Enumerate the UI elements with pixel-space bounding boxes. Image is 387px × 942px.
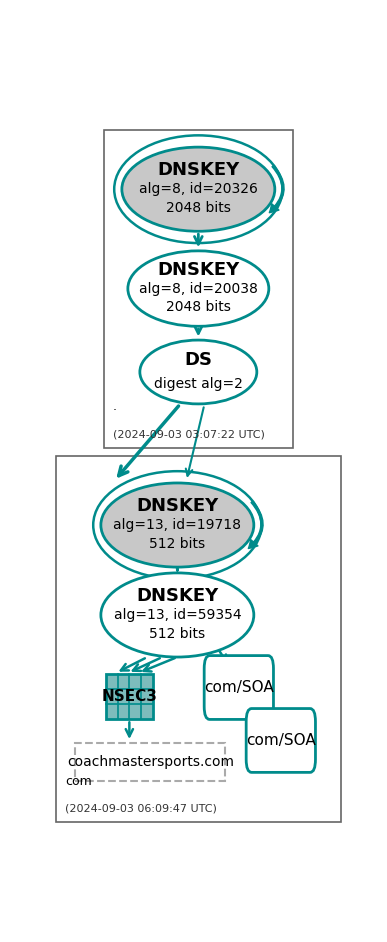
Text: (2024-09-03 03:07:22 UTC): (2024-09-03 03:07:22 UTC) [113,430,265,439]
Text: 512 bits: 512 bits [149,626,205,641]
FancyBboxPatch shape [204,656,274,720]
Ellipse shape [128,251,269,326]
Text: com/SOA: com/SOA [246,733,316,748]
Ellipse shape [122,147,275,232]
FancyBboxPatch shape [104,130,293,448]
Text: DNSKEY: DNSKEY [157,261,240,279]
FancyBboxPatch shape [106,674,152,720]
Ellipse shape [140,340,257,404]
Text: 2048 bits: 2048 bits [166,300,231,315]
FancyBboxPatch shape [56,456,341,822]
Text: 2048 bits: 2048 bits [166,201,231,215]
FancyBboxPatch shape [75,743,225,781]
Text: (2024-09-03 06:09:47 UTC): (2024-09-03 06:09:47 UTC) [65,804,217,814]
Text: DNSKEY: DNSKEY [136,497,219,515]
Text: alg=8, id=20326: alg=8, id=20326 [139,182,258,196]
Text: DNSKEY: DNSKEY [157,161,240,179]
Text: com: com [65,774,92,788]
FancyArrowPatch shape [269,166,284,213]
Text: DNSKEY: DNSKEY [136,587,219,605]
Text: .: . [113,400,117,414]
Text: NSEC3: NSEC3 [101,690,157,705]
Text: alg=8, id=20038: alg=8, id=20038 [139,282,258,296]
Text: coachmastersports.com: coachmastersports.com [67,755,234,770]
Text: DS: DS [184,351,212,369]
FancyBboxPatch shape [246,708,315,772]
Text: 512 bits: 512 bits [149,537,205,551]
FancyArrowPatch shape [248,501,263,548]
Text: digest alg=2: digest alg=2 [154,377,243,391]
Text: com/SOA: com/SOA [204,680,274,695]
Text: alg=13, id=59354: alg=13, id=59354 [113,608,241,622]
Ellipse shape [101,573,254,658]
Ellipse shape [101,483,254,567]
Text: alg=13, id=19718: alg=13, id=19718 [113,518,241,532]
